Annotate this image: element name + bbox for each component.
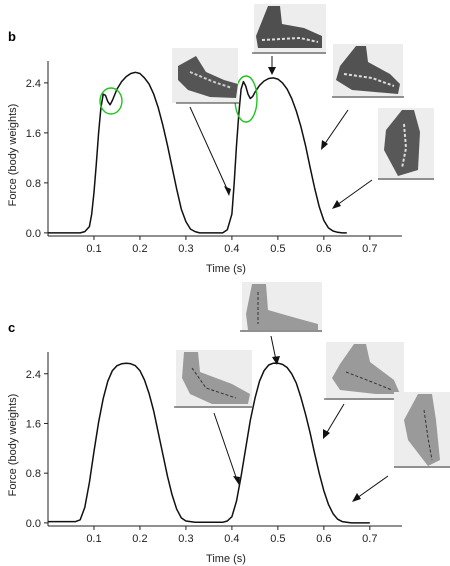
panel-c-x-tick-label: 0.5 — [270, 533, 285, 545]
panel-b-x-tick-label: 0.5 — [270, 243, 285, 255]
panel-c-x-tick-label: 0.4 — [224, 533, 239, 545]
panel-c-letter: c — [8, 320, 15, 335]
panel-c-foot-photo-1 — [174, 350, 252, 408]
panel-c-chart: c Force (body weights) Time (s) 0.1 0.2 0.… — [7, 282, 450, 565]
panel-b-chart: b Force (body weights) Time (s) 0.1 0.2 0.… — [7, 4, 434, 275]
panel-b-impact-peak-circle-2 — [234, 75, 258, 123]
panel-c-arrows — [213, 335, 389, 502]
panel-c-x-tick-label: 0.2 — [132, 533, 147, 545]
panel-b-force-curve — [48, 71, 347, 234]
panel-c-y-axis-title: Force (body weights) — [7, 394, 19, 497]
panel-b-y-tick-label: 1.6 — [26, 128, 41, 140]
panel-b-x-tick-label: 0.4 — [224, 243, 239, 255]
panel-b-x-tick-label: 0.2 — [132, 243, 147, 255]
panel-c-force-curve — [48, 362, 370, 524]
panel-b-impact-peak-circle-1 — [99, 87, 123, 115]
panel-c-x-tick-label: 0.6 — [316, 533, 331, 545]
panel-b-x-tick-label: 0.6 — [316, 243, 331, 255]
panel-b-x-tick-label: 0.1 — [86, 243, 101, 255]
panel-c-y-tick-label: 0.8 — [26, 468, 41, 480]
panel-c-x-tick-label: 0.3 — [178, 533, 193, 545]
panel-c-x-axis-label: Time (s) — [206, 553, 246, 565]
panel-b-y-axis-title: Force (body weights) — [7, 104, 19, 207]
panel-b-ticks: 0.1 0.2 0.3 0.4 0.5 0.6 0.7 0.0 0.8 1.6 2.4 — [26, 78, 378, 255]
panel-b-shoe-photo-1 — [172, 48, 240, 104]
panel-b-x-tick-label: 0.7 — [362, 243, 377, 255]
panel-c-x-tick-label: 0.7 — [362, 533, 377, 545]
panel-c-foot-photo-2 — [240, 282, 322, 332]
panel-b-shoe-photo-2 — [252, 4, 326, 54]
panel-c-y-tick-label: 1.6 — [26, 418, 41, 430]
panel-c-y-axis-label: Force (body weights) — [7, 394, 19, 497]
panel-c-y-tick-label: 0.0 — [26, 518, 41, 530]
panel-b-letter: b — [8, 29, 16, 44]
panel-c-foot-photo-3 — [324, 342, 404, 400]
panel-c-x-tick-label: 0.1 — [86, 533, 101, 545]
panel-b-shoe-photo-3 — [332, 44, 404, 98]
panel-b-x-axis-label: Time (s) — [206, 263, 246, 275]
panel-c-y-tick-label: 2.4 — [26, 369, 41, 381]
panel-b-shoe-photo-4 — [378, 108, 434, 180]
panel-b-y-tick-label: 0.8 — [26, 178, 41, 190]
panel-b-x-tick-label: 0.3 — [178, 243, 193, 255]
panel-c-foot-photo-4 — [394, 392, 450, 468]
panel-c-ticks: 0.1 0.2 0.3 0.4 0.5 0.6 0.7 0.0 0.8 1.6 2.4 — [26, 369, 378, 545]
panel-b-arrows — [189, 56, 373, 209]
panel-b-y-tick-label: 2.4 — [26, 78, 41, 90]
panel-b-y-tick-label: 0.0 — [26, 228, 41, 240]
panel-b-y-axis-label: Force (body weights) — [7, 104, 19, 207]
